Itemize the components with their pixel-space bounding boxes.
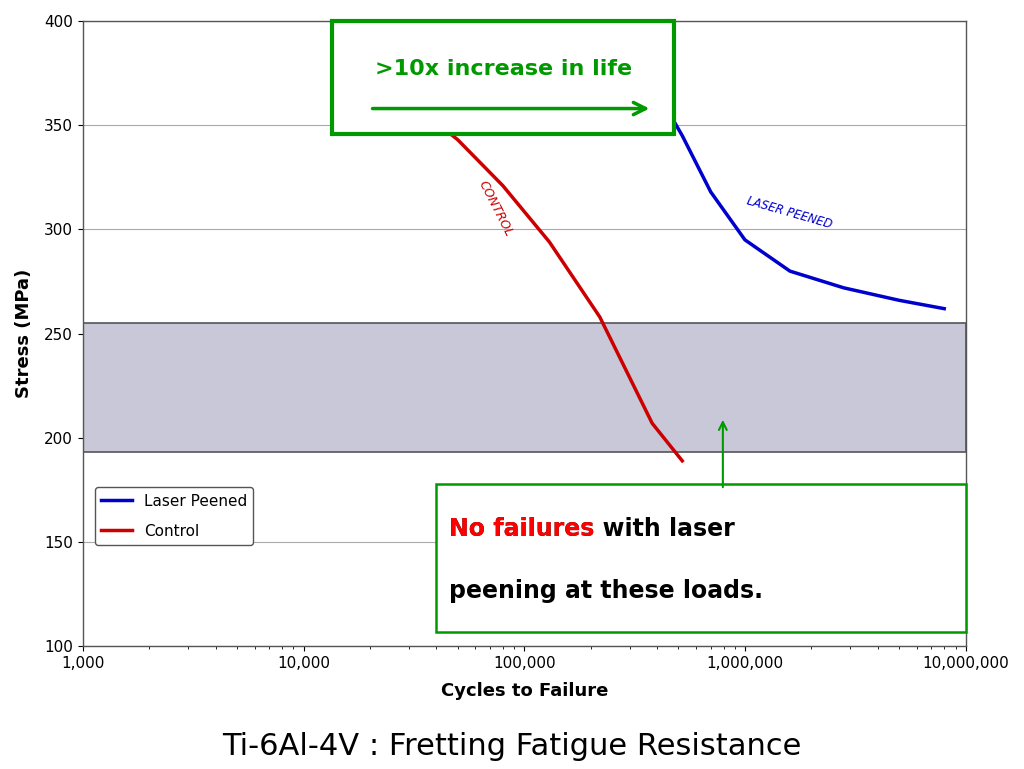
Text: CONTROL: CONTROL bbox=[476, 178, 515, 239]
Text: Ti-6Al-4V : Fretting Fatigue Resistance: Ti-6Al-4V : Fretting Fatigue Resistance bbox=[222, 732, 802, 761]
Text: No failures with laser: No failures with laser bbox=[450, 517, 735, 541]
Bar bbox=[332, 21, 674, 134]
X-axis label: Cycles to Failure: Cycles to Failure bbox=[440, 682, 608, 700]
Legend: Laser Peened, Control: Laser Peened, Control bbox=[95, 488, 253, 545]
Y-axis label: Stress (MPa): Stress (MPa) bbox=[15, 269, 33, 398]
Text: LASER PEENED: LASER PEENED bbox=[744, 195, 834, 231]
Text: >10x increase in life: >10x increase in life bbox=[375, 59, 632, 79]
Text: No failures: No failures bbox=[450, 517, 595, 541]
Bar bbox=[436, 484, 966, 632]
Bar bbox=[83, 323, 966, 452]
Text: peening at these loads.: peening at these loads. bbox=[450, 579, 763, 603]
